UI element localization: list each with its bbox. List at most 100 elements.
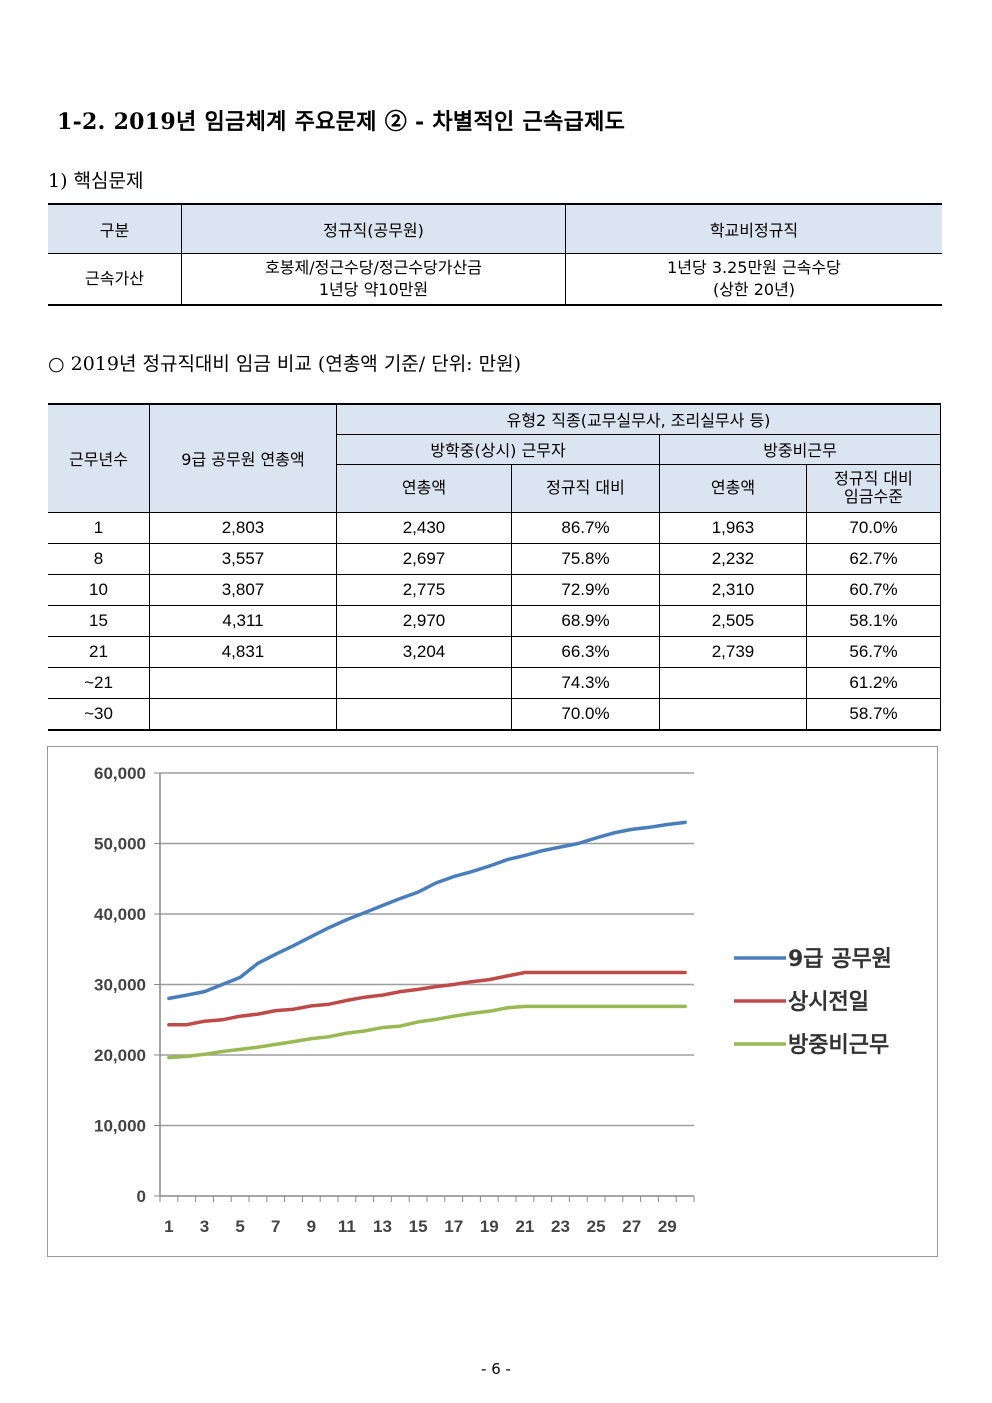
- y-tick-label: 10,000: [94, 1117, 146, 1136]
- x-tick-label: 23: [551, 1217, 570, 1236]
- cell-civil: [149, 697, 337, 731]
- x-tick-label: 17: [444, 1217, 463, 1236]
- x-tick-label: 9: [307, 1217, 316, 1236]
- t2-header-ratio2: 정규직 대비 임금수준: [806, 463, 941, 513]
- t1-header-regular: 정규직(공무원): [181, 203, 566, 254]
- cell-full-ratio: 86.7%: [511, 511, 660, 544]
- t1-regular-line1: 호봉제/정근수당/정근수당가산금: [265, 258, 482, 277]
- cell-civil: 3,557: [149, 542, 337, 575]
- x-tick-label: 3: [200, 1217, 209, 1236]
- cell-full-ratio: 75.8%: [511, 542, 660, 575]
- y-tick-label: 40,000: [94, 905, 146, 924]
- wage-line-chart: 0 10,000 20,000 30,000 40,000 50,000 60,000 1 3 5…: [47, 746, 938, 1257]
- cell-civil: 3,807: [149, 573, 337, 606]
- x-tick-label: 21: [515, 1217, 534, 1236]
- cell-non-total: 2,232: [659, 542, 807, 575]
- t1-irregular-line1: 1년당 3.25만원 근속수당: [667, 258, 841, 277]
- wage-comparison-table: 근무년수 9급 공무원 연총액 유형2 직종(교무실무사, 조리실무사 등) 방…: [48, 403, 941, 731]
- x-tick-label: 5: [235, 1217, 244, 1236]
- x-tick-label: 13: [373, 1217, 392, 1236]
- t1-regular-line2: 1년당 약10만원: [318, 280, 429, 299]
- x-tick-label: 7: [271, 1217, 280, 1236]
- t2-header-fulltime: 방학중(상시) 근무자: [336, 433, 660, 465]
- table-row: 8 3,557 2,697 75.8% 2,232 62.7%: [48, 542, 941, 575]
- cell-non-total: 1,963: [659, 511, 807, 544]
- page-number: - 6 -: [481, 1360, 511, 1378]
- y-tick-label: 30,000: [94, 976, 146, 995]
- cell-full-total: 2,775: [336, 573, 512, 606]
- cell-years: ~30: [48, 697, 150, 731]
- cell-non-total: [659, 697, 807, 731]
- t2-header-ratio1: 정규직 대비: [511, 463, 660, 513]
- cell-non-total: 2,739: [659, 635, 807, 668]
- table-row: 15 4,311 2,970 68.9% 2,505 58.1%: [48, 604, 941, 637]
- t2-header-civil: 9급 공무원 연총액: [149, 403, 337, 513]
- x-tick-label: 27: [622, 1217, 641, 1236]
- cell-non-ratio: 60.7%: [806, 573, 941, 606]
- t1-irregular-line2: (상한 20년): [712, 280, 796, 299]
- cell-full-total: 2,430: [336, 511, 512, 544]
- cell-years: 10: [48, 573, 150, 606]
- section2-title: ○ 2019년 정규직대비 임금 비교 (연총액 기준/ 단위: 만원): [48, 353, 521, 375]
- cell-non-ratio: 58.1%: [806, 604, 941, 637]
- t1-header-irregular: 학교비정규직: [565, 203, 942, 254]
- t2-header-total2: 연총액: [659, 463, 807, 513]
- legend-label: 9급 공무원: [788, 947, 892, 972]
- cell-non-total: [659, 666, 807, 699]
- cell-years: 8: [48, 542, 150, 575]
- cell-full-ratio: 74.3%: [511, 666, 660, 699]
- t1-header-category: 구분: [48, 203, 182, 254]
- cell-years: 1: [48, 511, 150, 544]
- series-line-1: [167, 820, 687, 1001]
- cell-non-ratio: 56.7%: [806, 635, 941, 668]
- cell-non-total: 2,505: [659, 604, 807, 637]
- cell-full-total: [336, 666, 512, 699]
- series-line-2: [167, 970, 687, 1027]
- x-tick-label: 29: [658, 1217, 677, 1236]
- t1-row-label: 근속가산: [48, 253, 182, 306]
- cell-non-ratio: 58.7%: [806, 697, 941, 731]
- cell-civil: 4,831: [149, 635, 337, 668]
- t2-header-nonwork: 방중비근무: [659, 433, 941, 465]
- t1-regular-cell: 호봉제/정근수당/정근수당가산금 1년당 약10만원: [181, 253, 566, 306]
- table-row: 21 4,831 3,204 66.3% 2,739 56.7%: [48, 635, 941, 668]
- table-row: ~30 70.0% 58.7%: [48, 697, 941, 731]
- t2-header-ratio2-line1: 정규직 대비: [834, 469, 913, 488]
- x-tick-label: 19: [480, 1217, 499, 1236]
- table-row: 1 2,803 2,430 86.7% 1,963 70.0%: [48, 511, 941, 544]
- page-heading: 1-2. 2019년 임금체계 주요문제 ② - 차별적인 근속급제도: [57, 109, 626, 135]
- cell-full-total: 3,204: [336, 635, 512, 668]
- cell-full-ratio: 70.0%: [511, 697, 660, 731]
- t1-irregular-cell: 1년당 3.25만원 근속수당 (상한 20년): [565, 253, 942, 306]
- legend-label: 방중비근무: [788, 1033, 889, 1058]
- y-tick-label: 20,000: [94, 1046, 146, 1065]
- x-tick-label: 11: [338, 1217, 356, 1236]
- x-tick-label: 15: [409, 1217, 428, 1236]
- legend-label: 상시전일: [788, 990, 869, 1015]
- table-row: 10 3,807 2,775 72.9% 2,310 60.7%: [48, 573, 941, 606]
- cell-non-ratio: 70.0%: [806, 511, 941, 544]
- cell-full-ratio: 68.9%: [511, 604, 660, 637]
- y-tick-label: 50,000: [94, 835, 146, 854]
- x-tick-label: 1: [164, 1217, 173, 1236]
- cell-non-ratio: 62.7%: [806, 542, 941, 575]
- x-tick-label: 25: [587, 1217, 606, 1236]
- cell-civil: 4,311: [149, 604, 337, 637]
- cell-non-ratio: 61.2%: [806, 666, 941, 699]
- table-row: ~21 74.3% 61.2%: [48, 666, 941, 699]
- cell-years: ~21: [48, 666, 150, 699]
- section1-title: 1) 핵심문제: [48, 170, 144, 192]
- cell-full-total: 2,697: [336, 542, 512, 575]
- core-issue-table: 구분 정규직(공무원) 학교비정규직 근속가산 호봉제/정근수당/정근수당가산금…: [48, 203, 942, 306]
- cell-full-total: 2,970: [336, 604, 512, 637]
- cell-full-ratio: 66.3%: [511, 635, 660, 668]
- cell-civil: 2,803: [149, 511, 337, 544]
- series-line-3: [167, 1004, 687, 1060]
- y-tick-label: 60,000: [94, 764, 146, 783]
- cell-civil: [149, 666, 337, 699]
- cell-full-ratio: 72.9%: [511, 573, 660, 606]
- cell-full-total: [336, 697, 512, 731]
- cell-non-total: 2,310: [659, 573, 807, 606]
- t2-header-ratio2-line2: 임금수준: [844, 487, 903, 506]
